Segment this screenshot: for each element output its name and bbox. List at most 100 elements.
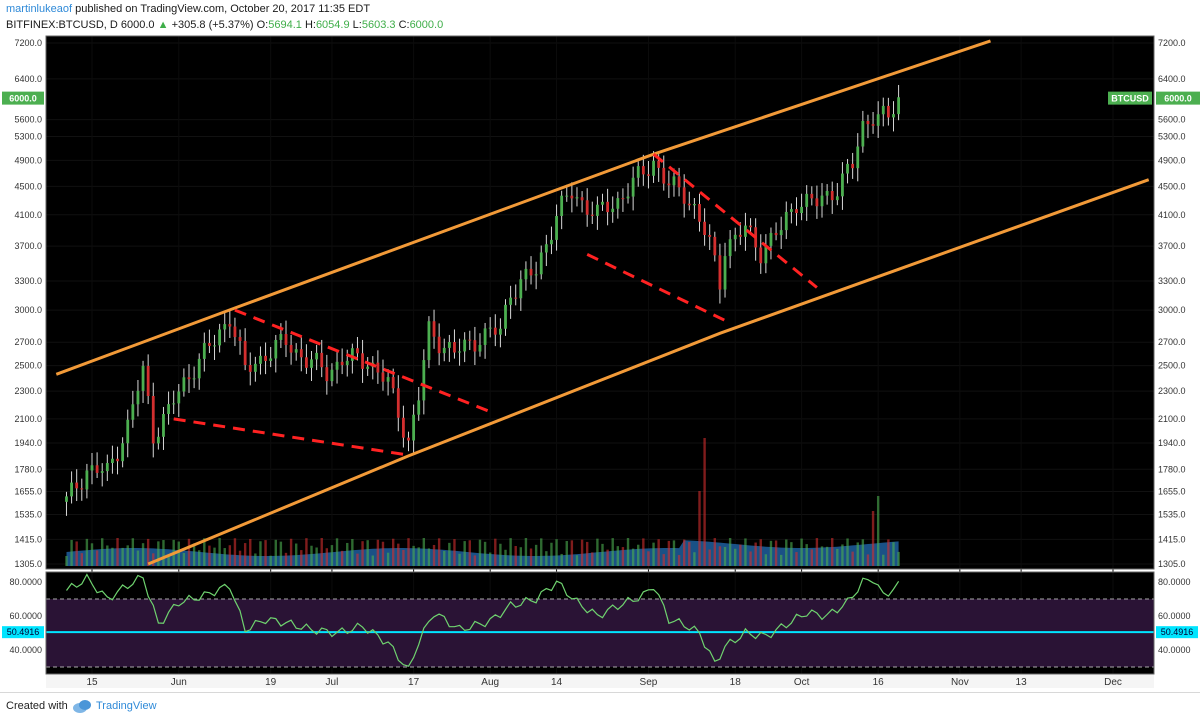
candle-body bbox=[447, 342, 451, 348]
candle-body bbox=[519, 279, 523, 299]
volume-bar bbox=[698, 491, 701, 566]
candle-body bbox=[70, 482, 73, 497]
candle-body bbox=[453, 342, 456, 353]
volume-bar bbox=[631, 548, 635, 566]
volume-bar bbox=[152, 553, 155, 566]
candle-body bbox=[570, 195, 574, 199]
volume-bar bbox=[259, 541, 262, 566]
volume-bar bbox=[473, 555, 477, 566]
volume-bar bbox=[366, 540, 369, 566]
volume-bar bbox=[330, 545, 334, 566]
volume-bar bbox=[820, 546, 824, 566]
symbol-name[interactable]: BITFINEX:BTCUSD, D bbox=[6, 19, 118, 31]
volume-bar bbox=[427, 548, 431, 566]
volume-bar bbox=[254, 553, 257, 566]
author-link[interactable]: martinlukeaof bbox=[6, 3, 73, 15]
volume-bar bbox=[101, 538, 104, 566]
volume-bar bbox=[774, 540, 778, 566]
candle-body bbox=[208, 343, 211, 346]
candle-body bbox=[233, 326, 237, 338]
candle-body bbox=[162, 413, 165, 437]
volume-bar bbox=[596, 538, 599, 566]
volume-bar bbox=[672, 540, 676, 566]
volume-bar bbox=[340, 550, 344, 566]
chart-canvas[interactable]: 7200.0 7200.0 6400.0 6400.0 5600.0 5600.0 5300… bbox=[0, 34, 1200, 692]
candle-body bbox=[146, 365, 150, 397]
annotations bbox=[55, 39, 1150, 566]
candle-body bbox=[703, 221, 706, 236]
volume-bar bbox=[815, 538, 819, 566]
candle-body bbox=[692, 203, 696, 206]
volume-bar bbox=[601, 543, 604, 566]
price-tick-label-left: 5600.0 bbox=[14, 115, 42, 125]
volume-bar bbox=[376, 539, 380, 566]
candle-body bbox=[672, 176, 676, 186]
candle-body bbox=[626, 196, 630, 199]
volume-bar bbox=[606, 549, 609, 566]
price-tick-label-right: 1415.0 bbox=[1158, 534, 1186, 544]
wedge-1-upper-line bbox=[234, 308, 491, 414]
candle-body bbox=[340, 361, 344, 366]
volume-bar bbox=[591, 552, 594, 566]
candle-body bbox=[100, 471, 104, 473]
price-tick-label-right: 7200.0 bbox=[1158, 38, 1186, 48]
candle-body bbox=[437, 336, 441, 354]
candle-body bbox=[866, 120, 870, 125]
volume-bar bbox=[494, 538, 497, 566]
price-tick-label-right: 5300.0 bbox=[1158, 131, 1186, 141]
price-tick-label-right: 3000.0 bbox=[1158, 305, 1186, 315]
candle-body bbox=[325, 367, 329, 382]
series-name-badge bbox=[1108, 91, 1152, 105]
candle-body bbox=[458, 351, 461, 353]
candle-body bbox=[815, 198, 819, 207]
volume-bar bbox=[458, 553, 461, 566]
volume-bar bbox=[187, 538, 191, 566]
candle-body bbox=[248, 365, 252, 372]
wedge-2-upper-line bbox=[652, 153, 818, 289]
volume-bar bbox=[407, 538, 410, 566]
volume-bar bbox=[708, 549, 711, 566]
symbol-legend: BITFINEX:BTCUSD, D 6000.0 ▲ +305.8 (+5.3… bbox=[6, 19, 443, 31]
time-tick-label: Sep bbox=[640, 677, 658, 688]
tradingview-brand-link[interactable]: TradingView bbox=[96, 700, 157, 712]
candle-body bbox=[463, 339, 467, 352]
volume-bar bbox=[478, 539, 482, 566]
open-label: O: bbox=[256, 19, 269, 31]
volume-bar bbox=[315, 547, 318, 566]
volume-bar bbox=[876, 496, 880, 566]
footer: Created with TradingView bbox=[0, 692, 1200, 720]
volume-bar bbox=[759, 539, 762, 566]
volume-bar bbox=[131, 538, 135, 566]
candle-body bbox=[652, 160, 655, 176]
candle-body bbox=[350, 348, 354, 361]
volume-bar bbox=[647, 551, 650, 566]
candle-body bbox=[825, 190, 829, 196]
volume-bar bbox=[192, 543, 196, 566]
candle-body bbox=[728, 239, 732, 257]
candle-body bbox=[550, 239, 553, 245]
candle-body bbox=[631, 177, 635, 197]
candle-body bbox=[805, 193, 809, 207]
volume-bar bbox=[90, 543, 94, 566]
candle-body bbox=[892, 114, 895, 118]
volume-bar bbox=[182, 553, 186, 566]
price-tick-label-right: 5600.0 bbox=[1158, 115, 1186, 125]
candle-body bbox=[75, 482, 79, 489]
candle-body bbox=[121, 443, 125, 462]
volume-bar bbox=[167, 555, 170, 566]
volume-bar bbox=[575, 555, 579, 566]
volume-bar bbox=[565, 540, 568, 566]
candle-body bbox=[422, 360, 426, 401]
price-tick-label-left: 5300.0 bbox=[14, 131, 42, 141]
volume-bar bbox=[800, 538, 803, 566]
volume-bar bbox=[85, 538, 89, 566]
candle-body bbox=[708, 235, 712, 237]
volume-bar bbox=[616, 546, 620, 566]
price-tick-label-left: 3000.0 bbox=[14, 305, 42, 315]
candle-body bbox=[381, 372, 385, 382]
volume-bar bbox=[371, 555, 374, 566]
volume-bar bbox=[529, 548, 533, 566]
candle-body bbox=[361, 353, 364, 369]
candle-body bbox=[595, 204, 599, 216]
volume-bar bbox=[289, 538, 293, 566]
